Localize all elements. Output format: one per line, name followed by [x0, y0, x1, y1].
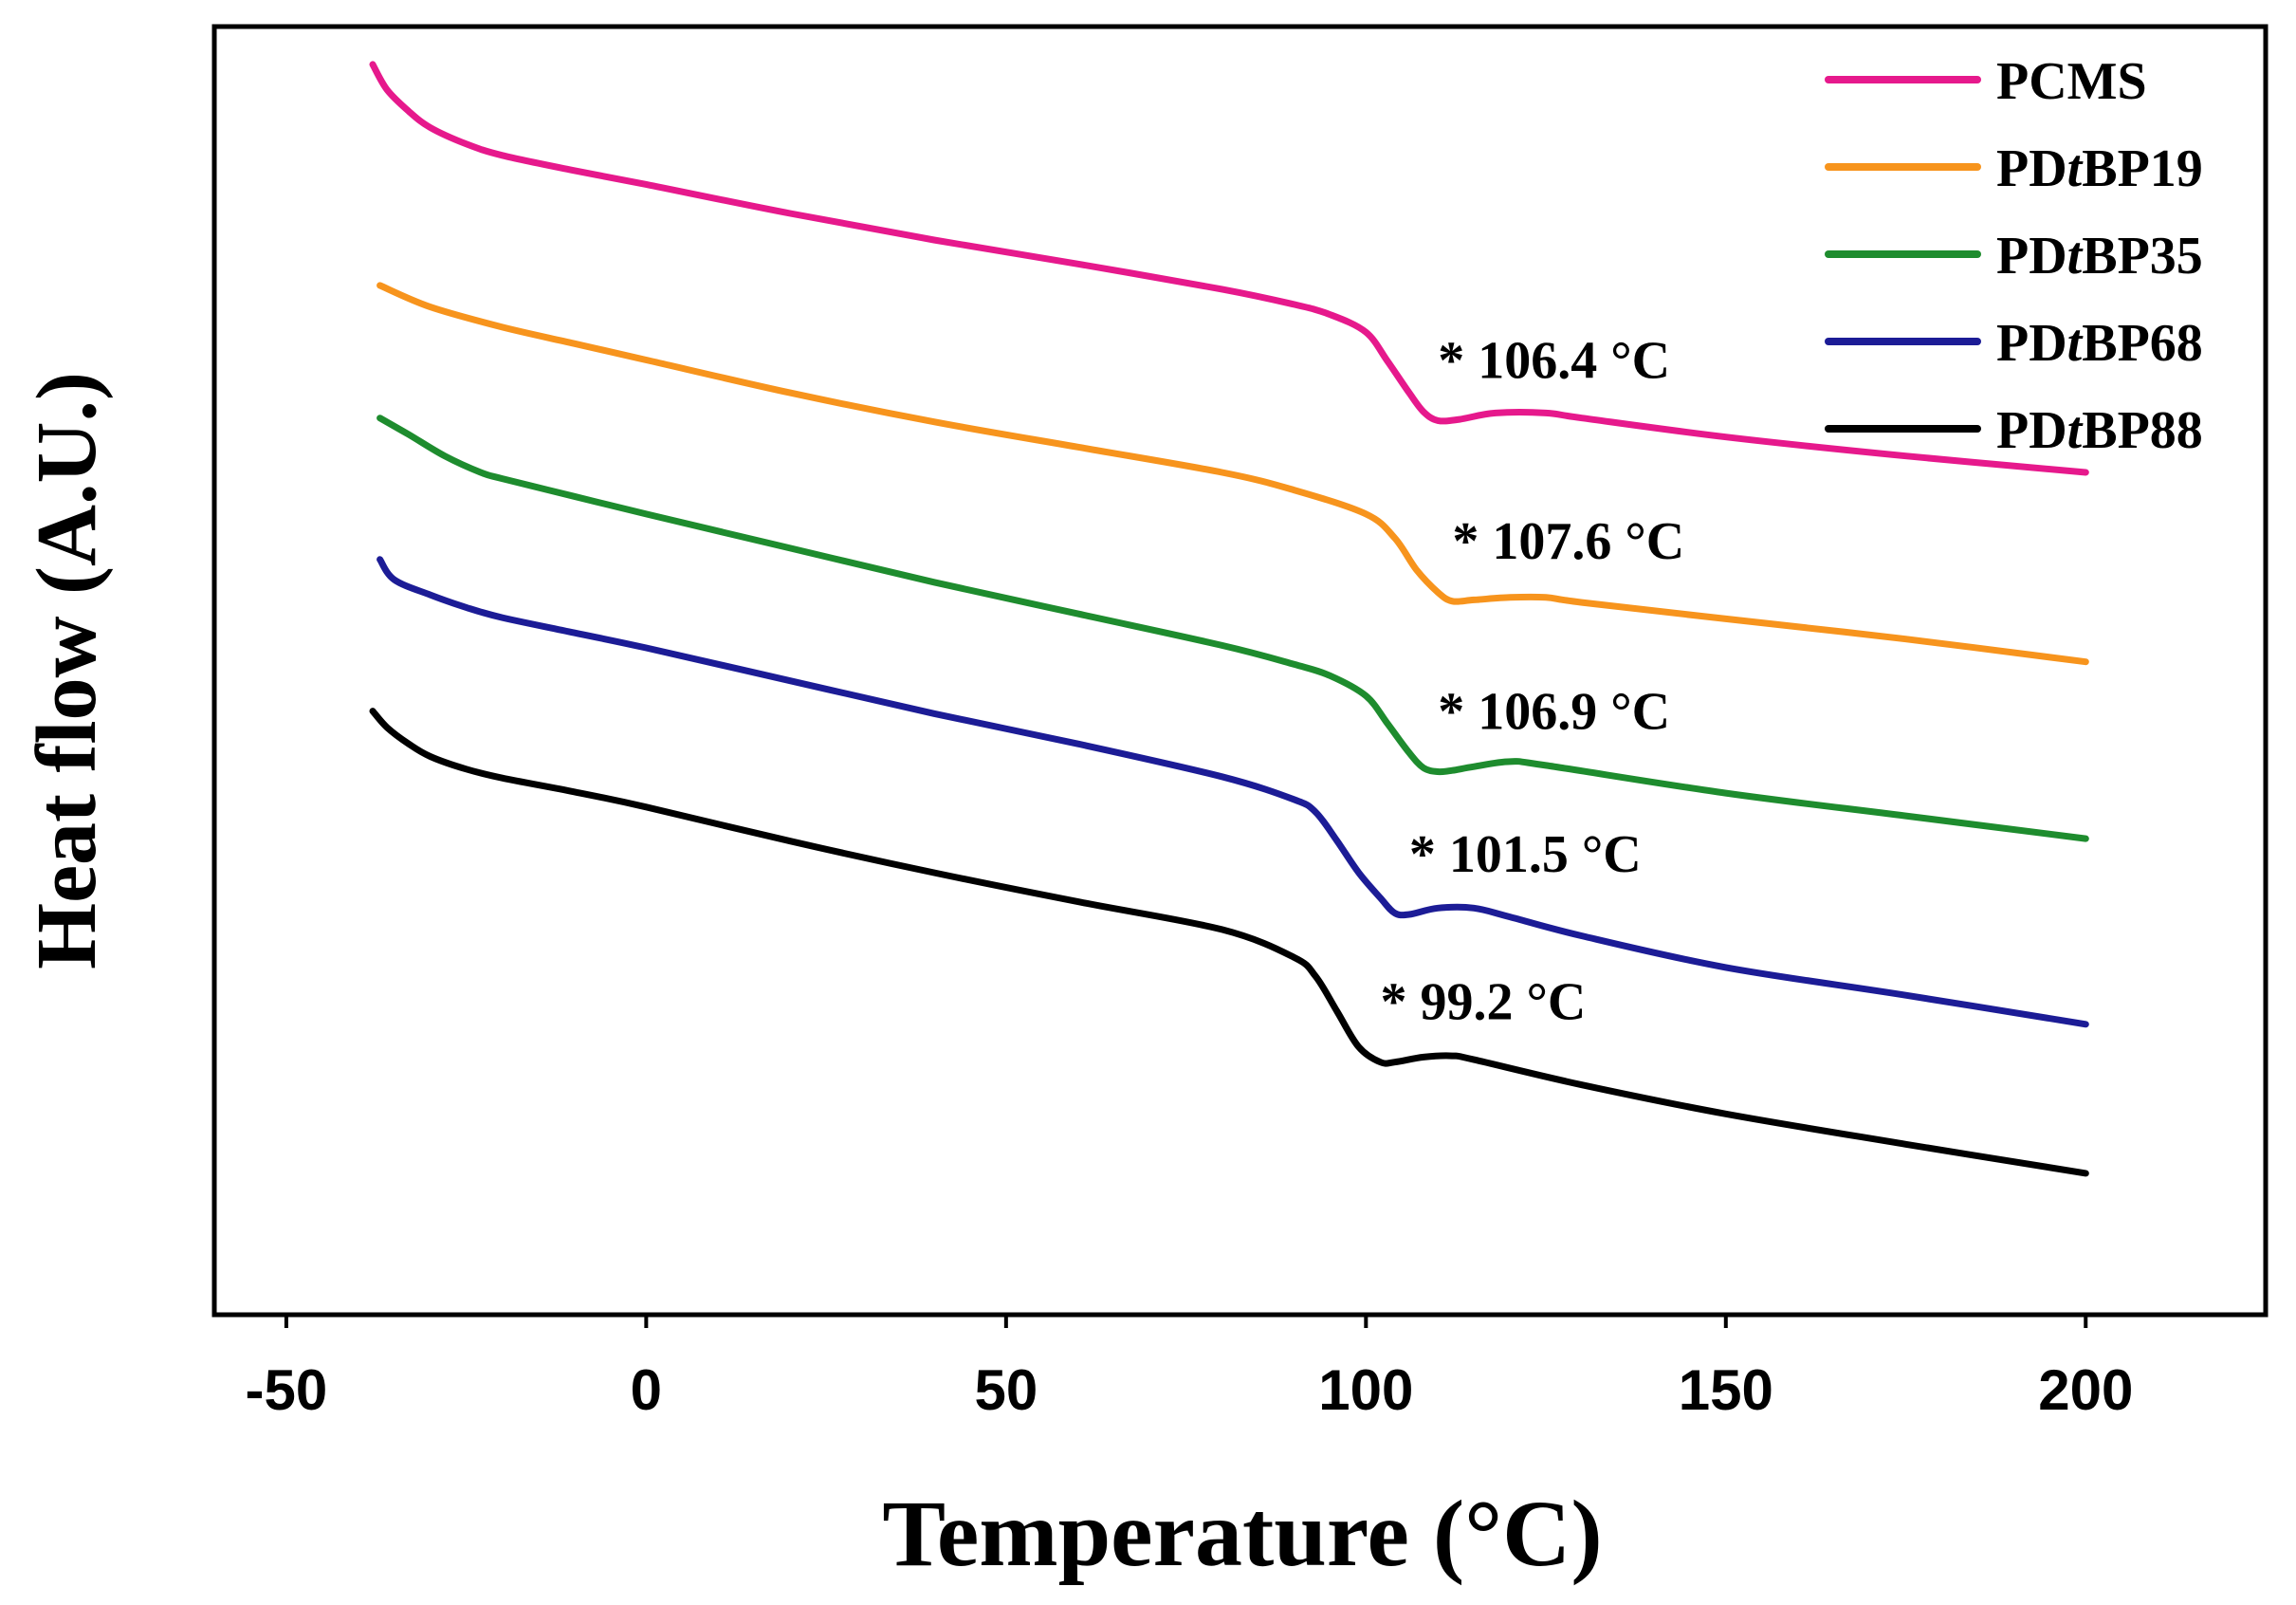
series-line-pdtbp35 — [377, 415, 2089, 842]
y-axis-title: Heat flow (A.U.) — [20, 372, 114, 969]
series-line-pdtbp88 — [369, 708, 2089, 1177]
x-axis-ticks: -50 0 50 100 150 200 — [246, 1315, 2133, 1422]
tg-annotation-pdtbp88: * 99.2 °C — [1380, 973, 1586, 1032]
x-tick-label: 0 — [631, 1358, 662, 1422]
legend-label-pdtbp19: PDtBP19 — [1996, 139, 2203, 198]
tg-annotations: * 106.4 °C * 107.6 °C * 106.9 °C * 101.5 °C… — [1380, 331, 1684, 1031]
legend-label-pdtbp35: PDtBP35 — [1996, 227, 2203, 286]
legend-label-pdtbp88: PDtBP88 — [1996, 401, 2203, 460]
plot-frame — [211, 24, 2268, 1318]
tg-annotation-pdtbp19: * 107.6 °C — [1452, 512, 1684, 571]
x-tick-label: 150 — [1679, 1358, 1773, 1422]
tg-annotation-pdtbp68: * 101.5 °C — [1409, 825, 1642, 884]
series-lines — [369, 61, 2089, 1177]
series-line-pcms — [369, 61, 2089, 476]
legend: PCMS PDtBP19 PDtBP35 PDtBP68 PDtBP88 — [1825, 52, 2203, 460]
x-tick-label: 50 — [974, 1358, 1038, 1422]
tg-annotation-pdtbp35: * 106.9 °C — [1438, 683, 1670, 742]
legend-label-pdtbp68: PDtBP68 — [1996, 314, 2203, 373]
legend-label-pcms: PCMS — [1996, 52, 2147, 111]
series-line-pdtbp19 — [377, 282, 2089, 666]
x-tick-label: -50 — [246, 1358, 328, 1422]
series-line-pdtbp68 — [377, 556, 2089, 1028]
tg-annotation-pcms: * 106.4 °C — [1438, 331, 1670, 390]
x-tick-label: 200 — [2038, 1358, 2133, 1422]
x-axis-title: Temperature (°C) — [882, 1481, 1602, 1586]
x-tick-label: 100 — [1318, 1358, 1413, 1422]
